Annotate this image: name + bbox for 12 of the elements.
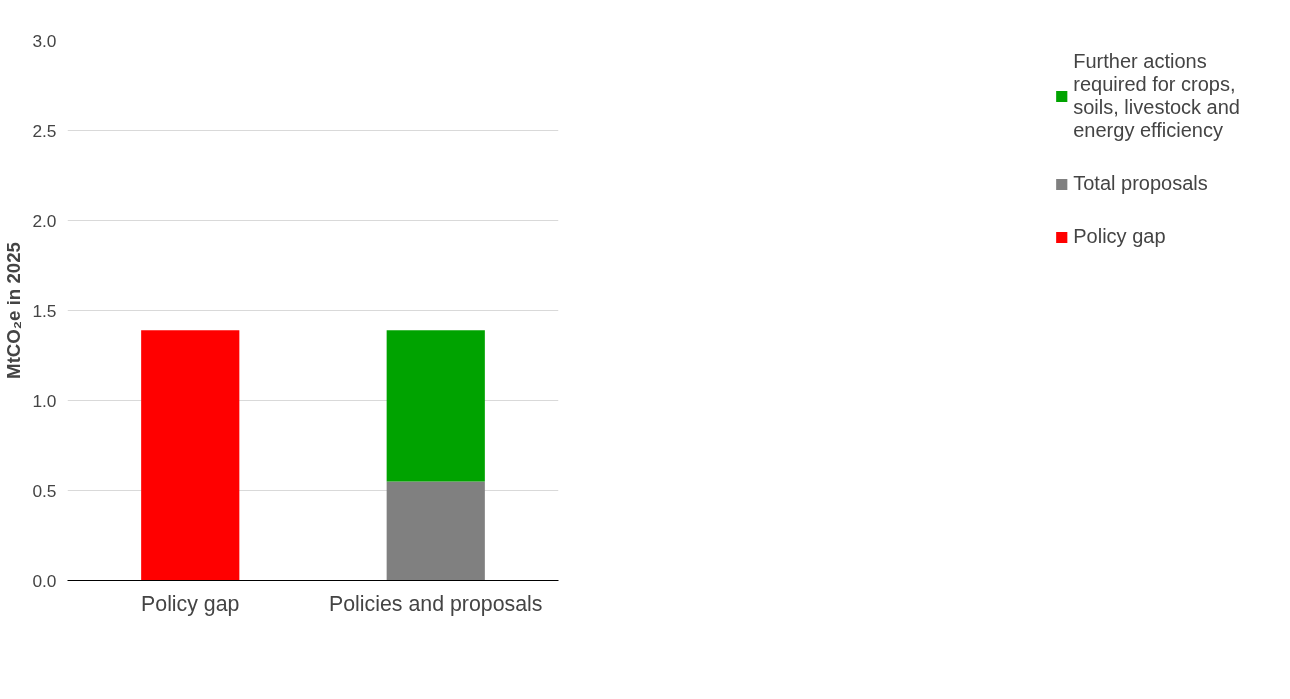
legend-label: Further actions required for crops, soils, livestock and energy efficiency bbox=[1073, 50, 1240, 142]
y-axis-title: MtCO₂e in 2025 bbox=[3, 242, 25, 379]
legend-label: Total proposals bbox=[1073, 172, 1208, 195]
y-tick-label: 0.0 bbox=[32, 570, 57, 591]
y-tick-label: 3.0 bbox=[32, 30, 57, 51]
y-tick-label: 0.5 bbox=[32, 480, 57, 501]
y-tick-label: 2.5 bbox=[32, 120, 57, 141]
y-tick-label: 1.0 bbox=[32, 390, 57, 411]
x-tick-label: Policies and proposals bbox=[329, 591, 543, 616]
y-tick-label: 2.0 bbox=[32, 210, 57, 231]
y-tick-label: 1.5 bbox=[32, 300, 57, 321]
legend-label: Policy gap bbox=[1073, 225, 1166, 248]
